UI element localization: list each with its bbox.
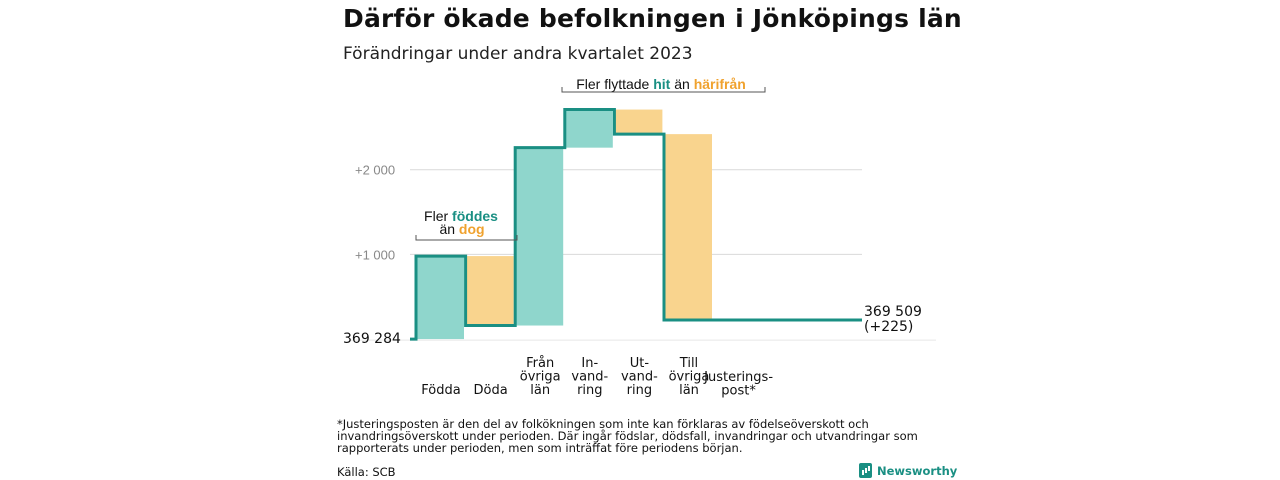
- moves-bracket: [561, 87, 766, 93]
- line-layer: [410, 108, 862, 341]
- grid-layer: +1 000 +2 000: [350, 163, 936, 341]
- moves-annotation-text2: än: [670, 76, 693, 92]
- label-layer: Födda DödaFrånövrigalänIn-vand-ringUt-van…: [421, 356, 773, 399]
- category-label-2-1: övriga: [520, 370, 561, 385]
- category-label-5-1: övriga: [669, 370, 710, 385]
- moves-annotation-word1: hit: [653, 76, 670, 92]
- category-label-5-0: Till: [679, 356, 698, 371]
- chart-subtitle: Förändringar under andra kvartalet 2023: [343, 44, 693, 64]
- bar-2: [515, 147, 564, 326]
- category-label-6-1: post*: [721, 384, 756, 399]
- brand-logo: Newsworthy: [859, 463, 957, 478]
- source-label: Källa: SCB: [337, 465, 396, 479]
- births-bracket: [415, 235, 518, 241]
- moves-annotation-text1: Fler flyttade: [576, 76, 653, 92]
- bar-layer: [416, 109, 712, 340]
- y-tick-label-1: +2 000: [355, 163, 395, 178]
- category-label-1-0: Döda: [474, 383, 508, 398]
- category-label-3-1: vand-: [571, 370, 608, 385]
- births-annotation-word1: föddes: [452, 208, 498, 224]
- category-label-2-0: Från: [526, 356, 554, 371]
- brand-name: Newsworthy: [877, 463, 958, 478]
- start-value-label: 369 284: [343, 331, 401, 347]
- footnote: *Justeringsposten är den del av folkökni…: [337, 417, 918, 455]
- category-label-4-1: vand-: [621, 370, 658, 385]
- category-label-3-2: ring: [577, 383, 602, 398]
- births-annotation-word2: dog: [459, 221, 485, 237]
- births-annotation-text2: än: [439, 221, 458, 237]
- chart-title: Därför ökade befolkningen i Jönköpings l…: [343, 4, 962, 33]
- category-label-3-0: In-: [581, 356, 598, 371]
- category-label-2-2: län: [530, 383, 550, 398]
- bar-5: [664, 134, 712, 321]
- bar-4: [614, 109, 663, 135]
- category-label-6-0: Justerings-: [703, 370, 773, 385]
- category-label-4-2: ring: [627, 383, 652, 398]
- step-line: [410, 108, 862, 341]
- svg-text:än dog: än dog: [439, 221, 484, 237]
- births-annotation-text1: Fler: [424, 208, 452, 224]
- y-tick-label-0: +1 000: [355, 247, 395, 262]
- bar-3: [564, 109, 613, 148]
- bar-1: [465, 256, 514, 326]
- newsworthy-logo-icon: [859, 463, 872, 478]
- end-value-line1: 369 509: [864, 304, 922, 320]
- end-value-label: 369 509 (+225): [864, 304, 926, 335]
- end-value-line2: (+225): [864, 319, 913, 335]
- category-label-4-0: Ut-: [630, 356, 650, 371]
- category-label-0-0: Födda: [421, 383, 460, 398]
- moves-annotation-word2: härifrån: [694, 76, 746, 92]
- moves-annotation: Fler flyttade hit än härifrån: [561, 76, 766, 93]
- births-annotation: Fler föddes än dog: [415, 208, 518, 241]
- bar-0: [416, 256, 464, 340]
- svg-text:Fler flyttade hit än härifrån: Fler flyttade hit än härifrån: [576, 76, 746, 92]
- svg-text:Fler föddes: Fler föddes: [424, 208, 498, 224]
- category-label-5-2: län: [679, 383, 699, 398]
